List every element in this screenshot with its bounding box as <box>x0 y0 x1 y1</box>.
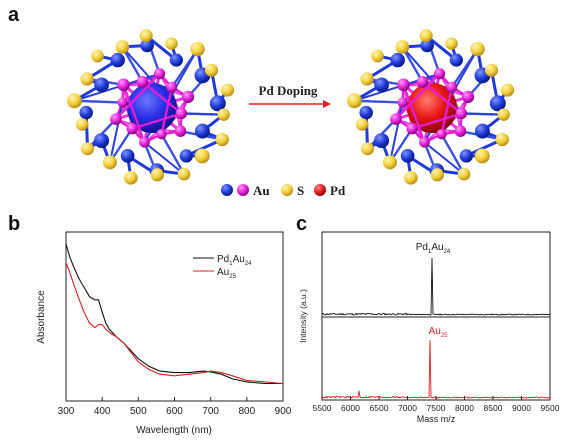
x-tick-label: 300 <box>58 406 75 417</box>
legend-s-label: S <box>297 183 304 198</box>
legend-au-label: Au <box>253 183 270 198</box>
au-magenta-swatch <box>237 184 249 196</box>
panel-letter-c: c <box>296 213 308 235</box>
legend-au25-label: Au25 <box>217 267 237 280</box>
peak-label-au25: Au25 <box>429 326 449 339</box>
atom-legend: Au S Pd <box>221 183 346 198</box>
pd-swatch <box>314 184 326 196</box>
legend-pd-label: Pd <box>330 183 346 198</box>
x-tick-label: 700 <box>202 406 219 417</box>
x-tick-label: 6500 <box>370 403 389 413</box>
x-tick-label: 8000 <box>455 403 474 413</box>
chart-b-xlabel: Wavelength (nm) <box>136 425 212 436</box>
x-tick-label: 5500 <box>313 403 332 413</box>
x-tick-label: 9000 <box>512 403 531 413</box>
spectrum-line-1 <box>321 339 551 399</box>
uv-vis-chart: 300 400 500 600 700 800 900 Wavelength (nm) Ab… <box>36 231 292 436</box>
series-line-1 <box>65 262 284 385</box>
spectrum-line-0 <box>321 257 551 316</box>
peak-label-pd1au24: Pd1Au24 <box>416 242 451 255</box>
pd-doping-label: Pd Doping <box>259 83 318 98</box>
legend-pd1au24-label: Pd1Au24 <box>217 254 252 267</box>
x-tick-label: 9500 <box>541 403 560 413</box>
x-tick-label: 400 <box>94 406 111 417</box>
s-swatch <box>281 184 293 196</box>
chart-c-frame <box>321 231 551 401</box>
chart-b-ylabel: Absorbance <box>36 290 47 344</box>
panel-letter-a: a <box>8 4 20 26</box>
mass-spec-chart: 5500 6000 6500 7000 7500 8000 8500 9000 9500 Mas… <box>298 231 560 424</box>
pd-doping-arrow: Pd Doping <box>249 83 331 108</box>
x-tick-label: 600 <box>166 406 183 417</box>
pd1au24-cluster-model <box>346 29 515 185</box>
chart-c-xlabel: Mass m/z <box>417 414 456 424</box>
x-tick-label: 7000 <box>398 403 417 413</box>
au-blue-swatch <box>221 184 233 196</box>
x-tick-label: 500 <box>130 406 147 417</box>
x-tick-label: 7500 <box>427 403 446 413</box>
panel-letter-b: b <box>8 213 21 235</box>
au25-cluster-model <box>66 29 235 185</box>
chart-b-legend: Pd1Au24 Au25 <box>193 254 252 280</box>
x-tick-label: 6000 <box>341 403 360 413</box>
x-tick-label: 8500 <box>484 403 503 413</box>
x-tick-label: 800 <box>238 406 255 417</box>
chart-c-ylabel: Intensity (a.u.) <box>298 289 308 343</box>
x-tick-label: 900 <box>275 406 292 417</box>
